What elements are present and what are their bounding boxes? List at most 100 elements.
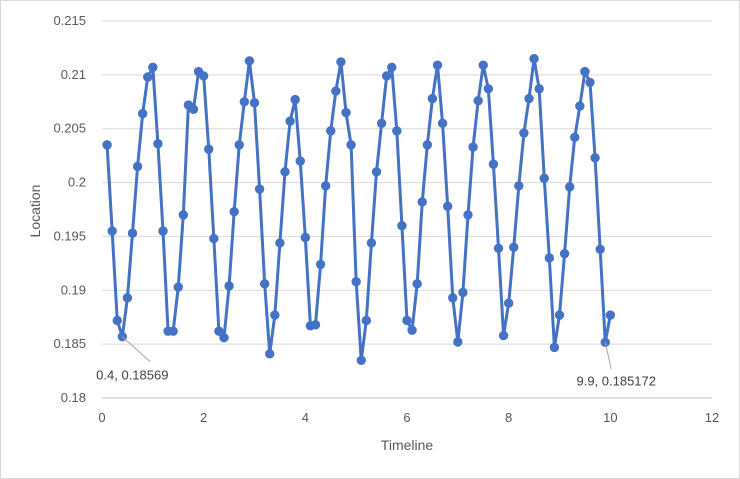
data-point	[458, 287, 468, 298]
data-point	[143, 72, 153, 82]
data-point	[219, 332, 229, 343]
data-point	[234, 140, 244, 150]
x-tick-label: 10	[603, 410, 617, 425]
y-tick-label: 0.185	[53, 336, 86, 351]
data-point	[488, 159, 499, 169]
data-point	[295, 156, 305, 166]
annotation-label: 0.4, 0.18569	[96, 368, 168, 383]
y-tick-label: 0.21	[61, 67, 86, 82]
series-line	[105, 57, 612, 362]
x-axis-title: Timeline	[381, 437, 434, 453]
y-tick-label: 0.205	[53, 121, 86, 136]
data-point	[336, 57, 346, 67]
data-point	[590, 153, 600, 163]
x-tick-label: 6	[403, 410, 410, 425]
data-point	[127, 228, 138, 238]
data-point	[554, 310, 565, 320]
data-point	[137, 108, 148, 119]
data-point	[534, 84, 544, 94]
x-tick-label: 0	[98, 410, 105, 425]
x-axis-ticks: 0 2 4 6 8 10 12	[98, 410, 719, 425]
data-point	[356, 355, 366, 365]
data-point	[448, 293, 458, 303]
data-point	[331, 86, 341, 96]
data-point	[315, 259, 326, 270]
data-point	[351, 276, 361, 287]
data-point	[559, 248, 570, 259]
data-point	[417, 197, 427, 207]
data-point	[498, 330, 509, 341]
y-tick-label: 0.19	[61, 282, 86, 297]
data-point	[570, 132, 580, 143]
data-point	[112, 315, 122, 326]
data-point	[158, 226, 168, 236]
data-point	[310, 320, 321, 330]
data-point	[392, 126, 402, 136]
data-point	[168, 326, 178, 336]
data-point	[239, 97, 250, 107]
data-point	[580, 66, 590, 77]
data-point	[564, 182, 575, 192]
data-point	[249, 98, 260, 108]
data-point	[285, 116, 295, 126]
data-point	[254, 184, 265, 194]
data-point	[453, 337, 463, 347]
data-point	[173, 282, 183, 292]
annotation-leader	[604, 342, 612, 370]
data-point	[326, 126, 336, 136]
y-tick-label: 0.18	[61, 390, 86, 405]
data-point	[270, 310, 280, 320]
y-tick-label: 0.195	[53, 228, 86, 243]
data-point	[483, 84, 494, 94]
data-point	[397, 220, 407, 231]
data-point	[514, 181, 524, 191]
data-point	[544, 253, 555, 263]
x-tick-label: 2	[200, 410, 207, 425]
data-point	[503, 298, 514, 308]
data-point	[280, 167, 290, 177]
x-tick-label: 4	[302, 410, 309, 425]
data-point	[244, 56, 255, 66]
data-point	[102, 140, 112, 150]
data-point	[209, 233, 219, 244]
data-point	[178, 210, 189, 220]
annotation-leader	[122, 336, 151, 363]
data-point	[509, 242, 519, 252]
data-point	[478, 60, 488, 70]
data-point	[519, 128, 529, 138]
data-point	[224, 281, 234, 291]
data-point	[153, 139, 163, 149]
x-tick-label: 12	[705, 410, 719, 425]
data-point	[442, 201, 453, 211]
y-axis-ticks: 0.18 0.185 0.19 0.195 0.2 0.205 0.21 0.215	[53, 13, 86, 405]
data-point	[132, 161, 143, 172]
data-point	[122, 293, 133, 303]
data-point	[198, 71, 209, 81]
data-point	[371, 167, 382, 177]
data-point	[346, 140, 356, 150]
data-point	[432, 60, 443, 70]
y-axis-title: Location	[27, 185, 43, 238]
data-point	[361, 315, 372, 326]
data-point	[468, 142, 478, 152]
data-point	[204, 144, 214, 154]
data-points	[102, 54, 616, 365]
data-point	[290, 94, 300, 105]
data-point	[493, 243, 504, 253]
data-point	[341, 107, 351, 118]
data-point	[605, 310, 616, 320]
y-tick-label: 0.215	[53, 13, 86, 28]
data-annotations: 0.4, 0.18569 9.9, 0.185172	[96, 336, 656, 388]
data-point	[585, 77, 595, 88]
data-point	[473, 96, 483, 106]
data-point	[300, 232, 311, 243]
data-point	[412, 279, 422, 289]
data-point	[387, 62, 397, 73]
data-point	[381, 71, 392, 81]
x-tick-label: 8	[505, 410, 512, 425]
data-point	[214, 326, 224, 336]
data-point	[427, 93, 438, 104]
data-point	[402, 315, 412, 326]
data-point	[188, 104, 199, 115]
